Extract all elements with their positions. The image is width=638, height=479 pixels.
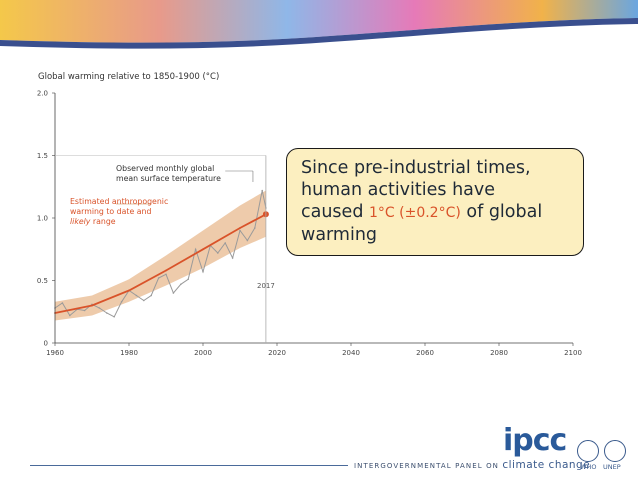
- observed-point: [231, 257, 234, 259]
- observed-point: [239, 229, 241, 232]
- observed-point: [217, 252, 219, 254]
- footer-divider: [30, 465, 348, 466]
- callout-box: Since pre-industrial times, human activi…: [286, 148, 584, 256]
- observed-point: [172, 292, 175, 294]
- reference-year-label: 2017: [257, 282, 275, 290]
- who-label: WHO: [580, 463, 597, 471]
- x-tick-label: 1960: [46, 349, 64, 357]
- x-tick-label: 2060: [416, 349, 434, 357]
- likely-word: likely: [70, 217, 91, 226]
- y-tick-label: 0: [44, 340, 48, 348]
- estimated-point: [128, 289, 130, 292]
- y-tick-label: 0.5: [37, 277, 48, 285]
- callout-line2: human activities have: [301, 180, 496, 200]
- observed-point: [165, 273, 167, 276]
- axes-group: 2017 1960 1980 2000 2020 2040 2060 2080 2100 0 0.5…: [37, 90, 582, 358]
- estimated-annotation-line2: warming to date and: [70, 207, 152, 216]
- x-tick-label: 2000: [194, 349, 212, 357]
- observed-point: [69, 314, 71, 317]
- x-tick-label: 2020: [268, 349, 286, 357]
- observed-annotation-line1: Observed monthly global: [116, 164, 215, 173]
- observed-point: [261, 189, 264, 192]
- observed-point: [150, 294, 152, 297]
- likely-range-band-group: [55, 190, 266, 321]
- estimated-point: [202, 248, 204, 251]
- observed-point: [135, 294, 138, 297]
- observed-point: [113, 315, 115, 318]
- unep-label: UNEP: [603, 463, 621, 471]
- observed-point: [61, 302, 64, 304]
- observed-point: [106, 312, 108, 314]
- observed-point: [157, 277, 160, 279]
- observed-point: [143, 299, 145, 302]
- observed-point: [120, 300, 123, 303]
- estimated-annotation-line1: Estimated anthropogenic: [70, 197, 169, 206]
- callout-line3: caused 1°C (±0.2°C) of global: [301, 201, 577, 224]
- x-tick-label: 2080: [490, 349, 508, 357]
- observed-annotation-line2: mean surface temperature: [116, 174, 221, 183]
- who-emblem-icon: [577, 440, 599, 462]
- estimated-point: [91, 304, 93, 307]
- footer-org-label: INTERGOVERNMENTAL PANEL ON: [354, 462, 503, 470]
- footer-org-text: INTERGOVERNMENTAL PANEL ON climate chang…: [354, 459, 590, 471]
- ipcc-logo: ipcc: [503, 423, 567, 458]
- callout-line4: warming: [301, 225, 378, 245]
- observed-point: [246, 239, 249, 242]
- observed-point: [224, 242, 226, 244]
- header-banner: [0, 0, 638, 49]
- y-tick-label: 1.5: [37, 152, 48, 160]
- observed-point: [83, 309, 86, 312]
- y-tick-label: 1.0: [37, 215, 48, 223]
- callout-line1: Since pre-industrial times,: [301, 158, 531, 178]
- unep-emblem-icon: [604, 440, 626, 462]
- observed-point: [254, 227, 256, 229]
- chart-title: Global warming relative to 1850-1900 (°C…: [38, 72, 220, 82]
- estimated-annotation: Estimated anthropogenic warming to date …: [70, 197, 168, 227]
- observed-point: [202, 270, 204, 273]
- observed-point: [98, 307, 101, 309]
- x-tick-label: 2040: [342, 349, 360, 357]
- estimated-point: [165, 269, 167, 272]
- observed-annotation: Observed monthly global mean surface tem…: [116, 164, 221, 184]
- observed-point: [194, 248, 197, 251]
- x-tick-label: 2100: [564, 349, 582, 357]
- likely-range-band: [55, 190, 266, 321]
- callout-line3-post: of global: [460, 202, 543, 222]
- estimated-annotation-line3: likely range: [70, 217, 168, 227]
- callout-highlight: 1°C (±0.2°C): [369, 205, 461, 221]
- callout-line3-pre: caused: [301, 202, 369, 222]
- range-word: range: [90, 217, 116, 226]
- observed-point: [187, 278, 189, 281]
- x-tick-label: 1980: [120, 349, 138, 357]
- observed-point: [180, 283, 182, 286]
- estimated-point: [239, 227, 241, 229]
- footer-climate-change: climate change: [502, 459, 591, 471]
- y-tick-label: 2.0: [37, 90, 48, 98]
